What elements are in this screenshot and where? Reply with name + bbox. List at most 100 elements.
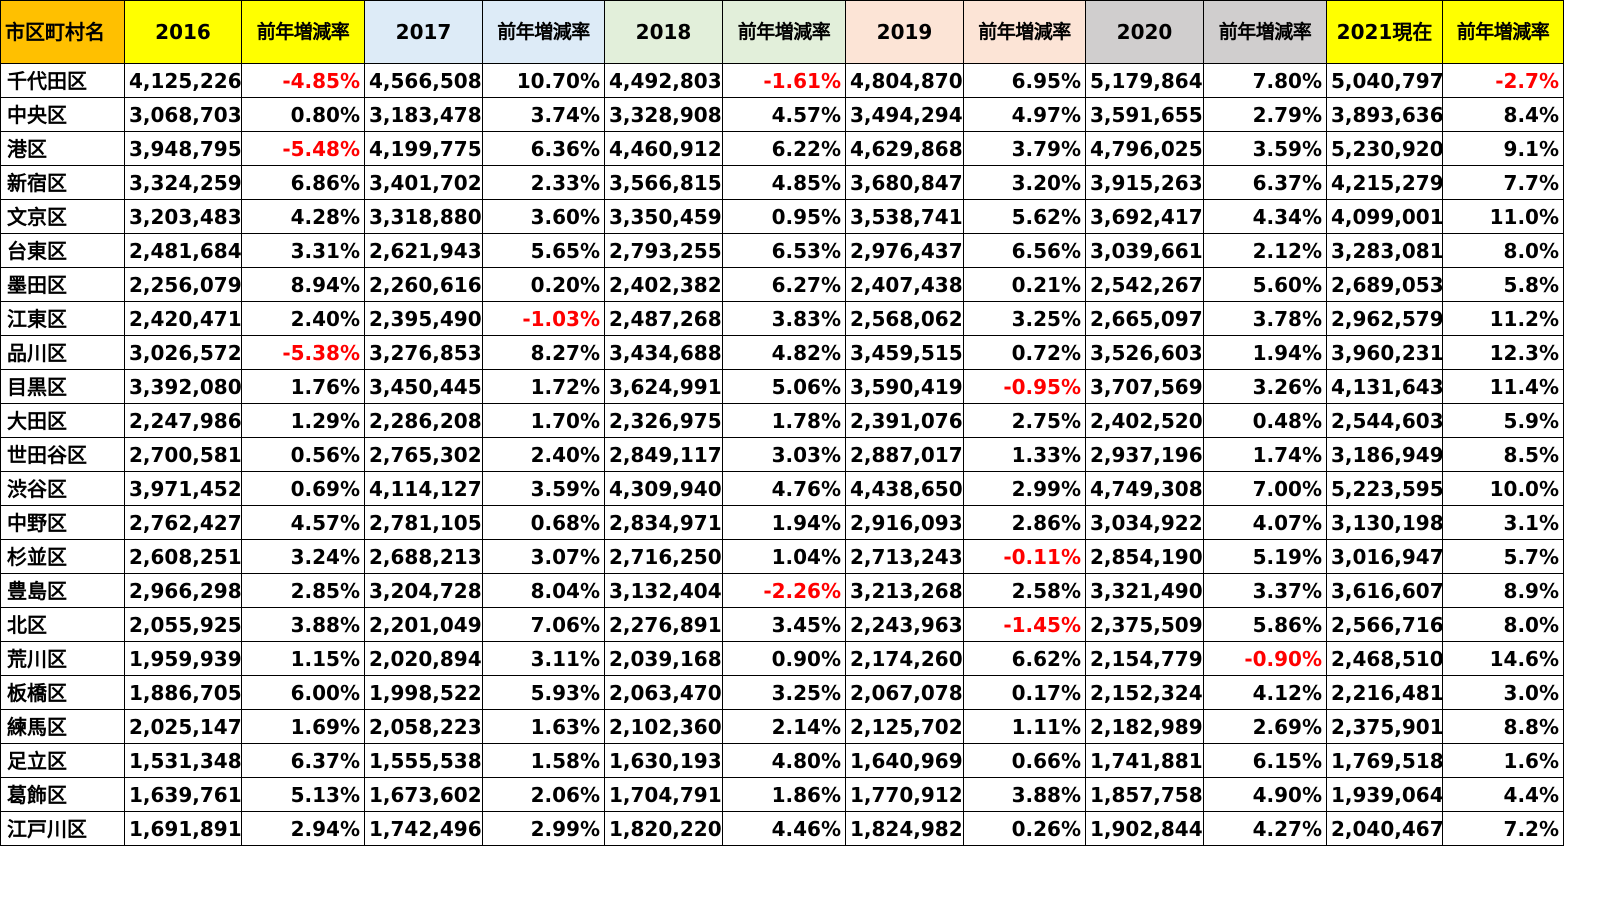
price-cell[interactable]: 2,966,298 (124, 573, 242, 608)
change-rate-cell[interactable]: 6.15% (1203, 743, 1327, 778)
change-rate-cell[interactable]: 1.86% (722, 777, 846, 812)
change-rate-cell[interactable]: 10.0% (1442, 471, 1564, 506)
change-rate-cell[interactable]: -1.61% (722, 63, 846, 98)
change-rate-cell[interactable]: 6.37% (1203, 165, 1327, 200)
column-header-y2021-rate[interactable]: 前年増減率 (1442, 0, 1564, 64)
change-rate-cell[interactable]: 2.79% (1203, 97, 1327, 132)
change-rate-cell[interactable]: 3.78% (1203, 301, 1327, 336)
change-rate-cell[interactable]: 2.12% (1203, 233, 1327, 268)
change-rate-cell[interactable]: 11.2% (1442, 301, 1564, 336)
column-header-y2020-rate[interactable]: 前年増減率 (1203, 0, 1327, 64)
column-header-y2018[interactable]: 2018 (604, 0, 723, 64)
change-rate-cell[interactable]: 1.63% (482, 709, 605, 744)
price-cell[interactable]: 2,765,302 (364, 437, 483, 472)
ward-name-cell[interactable]: 港区 (0, 131, 125, 166)
price-cell[interactable]: 3,324,259 (124, 165, 242, 200)
change-rate-cell[interactable]: 6.27% (722, 267, 846, 302)
change-rate-cell[interactable]: 8.4% (1442, 97, 1564, 132)
price-cell[interactable]: 4,492,803 (604, 63, 723, 98)
price-cell[interactable]: 2,962,579 (1326, 301, 1443, 336)
change-rate-cell[interactable]: 3.24% (241, 539, 365, 574)
price-cell[interactable]: 3,526,603 (1085, 335, 1204, 370)
price-cell[interactable]: 4,804,870 (845, 63, 964, 98)
change-rate-cell[interactable]: 2.94% (241, 811, 365, 846)
change-rate-cell[interactable]: 12.3% (1442, 335, 1564, 370)
change-rate-cell[interactable]: 3.60% (482, 199, 605, 234)
price-cell[interactable]: 1,639,761 (124, 777, 242, 812)
price-cell[interactable]: 3,915,263 (1085, 165, 1204, 200)
price-cell[interactable]: 3,204,728 (364, 573, 483, 608)
ward-name-cell[interactable]: 豊島区 (0, 573, 125, 608)
change-rate-cell[interactable]: -0.95% (963, 369, 1086, 404)
price-cell[interactable]: 3,350,459 (604, 199, 723, 234)
price-cell[interactable]: 2,055,925 (124, 607, 242, 642)
change-rate-cell[interactable]: 3.03% (722, 437, 846, 472)
change-rate-cell[interactable]: 0.20% (482, 267, 605, 302)
price-cell[interactable]: 1,769,518 (1326, 743, 1443, 778)
column-header-name-header[interactable]: 市区町村名 (0, 0, 125, 64)
change-rate-cell[interactable]: 2.99% (963, 471, 1086, 506)
change-rate-cell[interactable]: 6.37% (241, 743, 365, 778)
price-cell[interactable]: 2,420,471 (124, 301, 242, 336)
price-cell[interactable]: 1,886,705 (124, 675, 242, 710)
change-rate-cell[interactable]: 3.59% (1203, 131, 1327, 166)
change-rate-cell[interactable]: 0.66% (963, 743, 1086, 778)
price-cell[interactable]: 3,590,419 (845, 369, 964, 404)
price-cell[interactable]: 1,640,969 (845, 743, 964, 778)
change-rate-cell[interactable]: 6.86% (241, 165, 365, 200)
price-cell[interactable]: 1,555,538 (364, 743, 483, 778)
change-rate-cell[interactable]: 3.79% (963, 131, 1086, 166)
price-cell[interactable]: 3,566,815 (604, 165, 723, 200)
change-rate-cell[interactable]: 4.34% (1203, 199, 1327, 234)
price-cell[interactable]: 4,125,226 (124, 63, 242, 98)
ward-name-cell[interactable]: 品川区 (0, 335, 125, 370)
price-cell[interactable]: 1,770,912 (845, 777, 964, 812)
change-rate-cell[interactable]: 5.7% (1442, 539, 1564, 574)
change-rate-cell[interactable]: 8.94% (241, 267, 365, 302)
price-cell[interactable]: 2,849,117 (604, 437, 723, 472)
price-cell[interactable]: 3,707,569 (1085, 369, 1204, 404)
change-rate-cell[interactable]: 6.95% (963, 63, 1086, 98)
price-cell[interactable]: 2,854,190 (1085, 539, 1204, 574)
price-cell[interactable]: 4,309,940 (604, 471, 723, 506)
change-rate-cell[interactable]: 2.40% (241, 301, 365, 336)
column-header-y2017[interactable]: 2017 (364, 0, 483, 64)
price-cell[interactable]: 1,704,791 (604, 777, 723, 812)
change-rate-cell[interactable]: 3.31% (241, 233, 365, 268)
ward-name-cell[interactable]: 江戸川区 (0, 811, 125, 846)
column-header-y2019[interactable]: 2019 (845, 0, 964, 64)
price-cell[interactable]: 1,857,758 (1085, 777, 1204, 812)
price-cell[interactable]: 3,068,703 (124, 97, 242, 132)
change-rate-cell[interactable]: 10.70% (482, 63, 605, 98)
price-cell[interactable]: 3,016,947 (1326, 539, 1443, 574)
change-rate-cell[interactable]: 0.68% (482, 505, 605, 540)
price-cell[interactable]: 4,796,025 (1085, 131, 1204, 166)
change-rate-cell[interactable]: 3.59% (482, 471, 605, 506)
change-rate-cell[interactable]: 7.00% (1203, 471, 1327, 506)
change-rate-cell[interactable]: 4.90% (1203, 777, 1327, 812)
ward-name-cell[interactable]: 荒川区 (0, 641, 125, 676)
price-cell[interactable]: 4,460,912 (604, 131, 723, 166)
price-cell[interactable]: 2,375,509 (1085, 607, 1204, 642)
change-rate-cell[interactable]: 11.4% (1442, 369, 1564, 404)
change-rate-cell[interactable]: 5.13% (241, 777, 365, 812)
change-rate-cell[interactable]: 5.60% (1203, 267, 1327, 302)
price-cell[interactable]: 3,328,908 (604, 97, 723, 132)
column-header-y2021[interactable]: 2021現在 (1326, 0, 1443, 64)
price-cell[interactable]: 3,318,880 (364, 199, 483, 234)
price-cell[interactable]: 2,621,943 (364, 233, 483, 268)
price-cell[interactable]: 2,481,684 (124, 233, 242, 268)
change-rate-cell[interactable]: 5.65% (482, 233, 605, 268)
price-cell[interactable]: 2,395,490 (364, 301, 483, 336)
ward-name-cell[interactable]: 練馬区 (0, 709, 125, 744)
price-cell[interactable]: 1,824,982 (845, 811, 964, 846)
price-cell[interactable]: 2,566,716 (1326, 607, 1443, 642)
change-rate-cell[interactable]: 1.29% (241, 403, 365, 438)
price-cell[interactable]: 3,186,949 (1326, 437, 1443, 472)
price-cell[interactable]: 3,893,636 (1326, 97, 1443, 132)
price-cell[interactable]: 2,916,093 (845, 505, 964, 540)
change-rate-cell[interactable]: 1.70% (482, 403, 605, 438)
change-rate-cell[interactable]: 1.04% (722, 539, 846, 574)
price-cell[interactable]: 2,402,520 (1085, 403, 1204, 438)
price-cell[interactable]: 2,568,062 (845, 301, 964, 336)
